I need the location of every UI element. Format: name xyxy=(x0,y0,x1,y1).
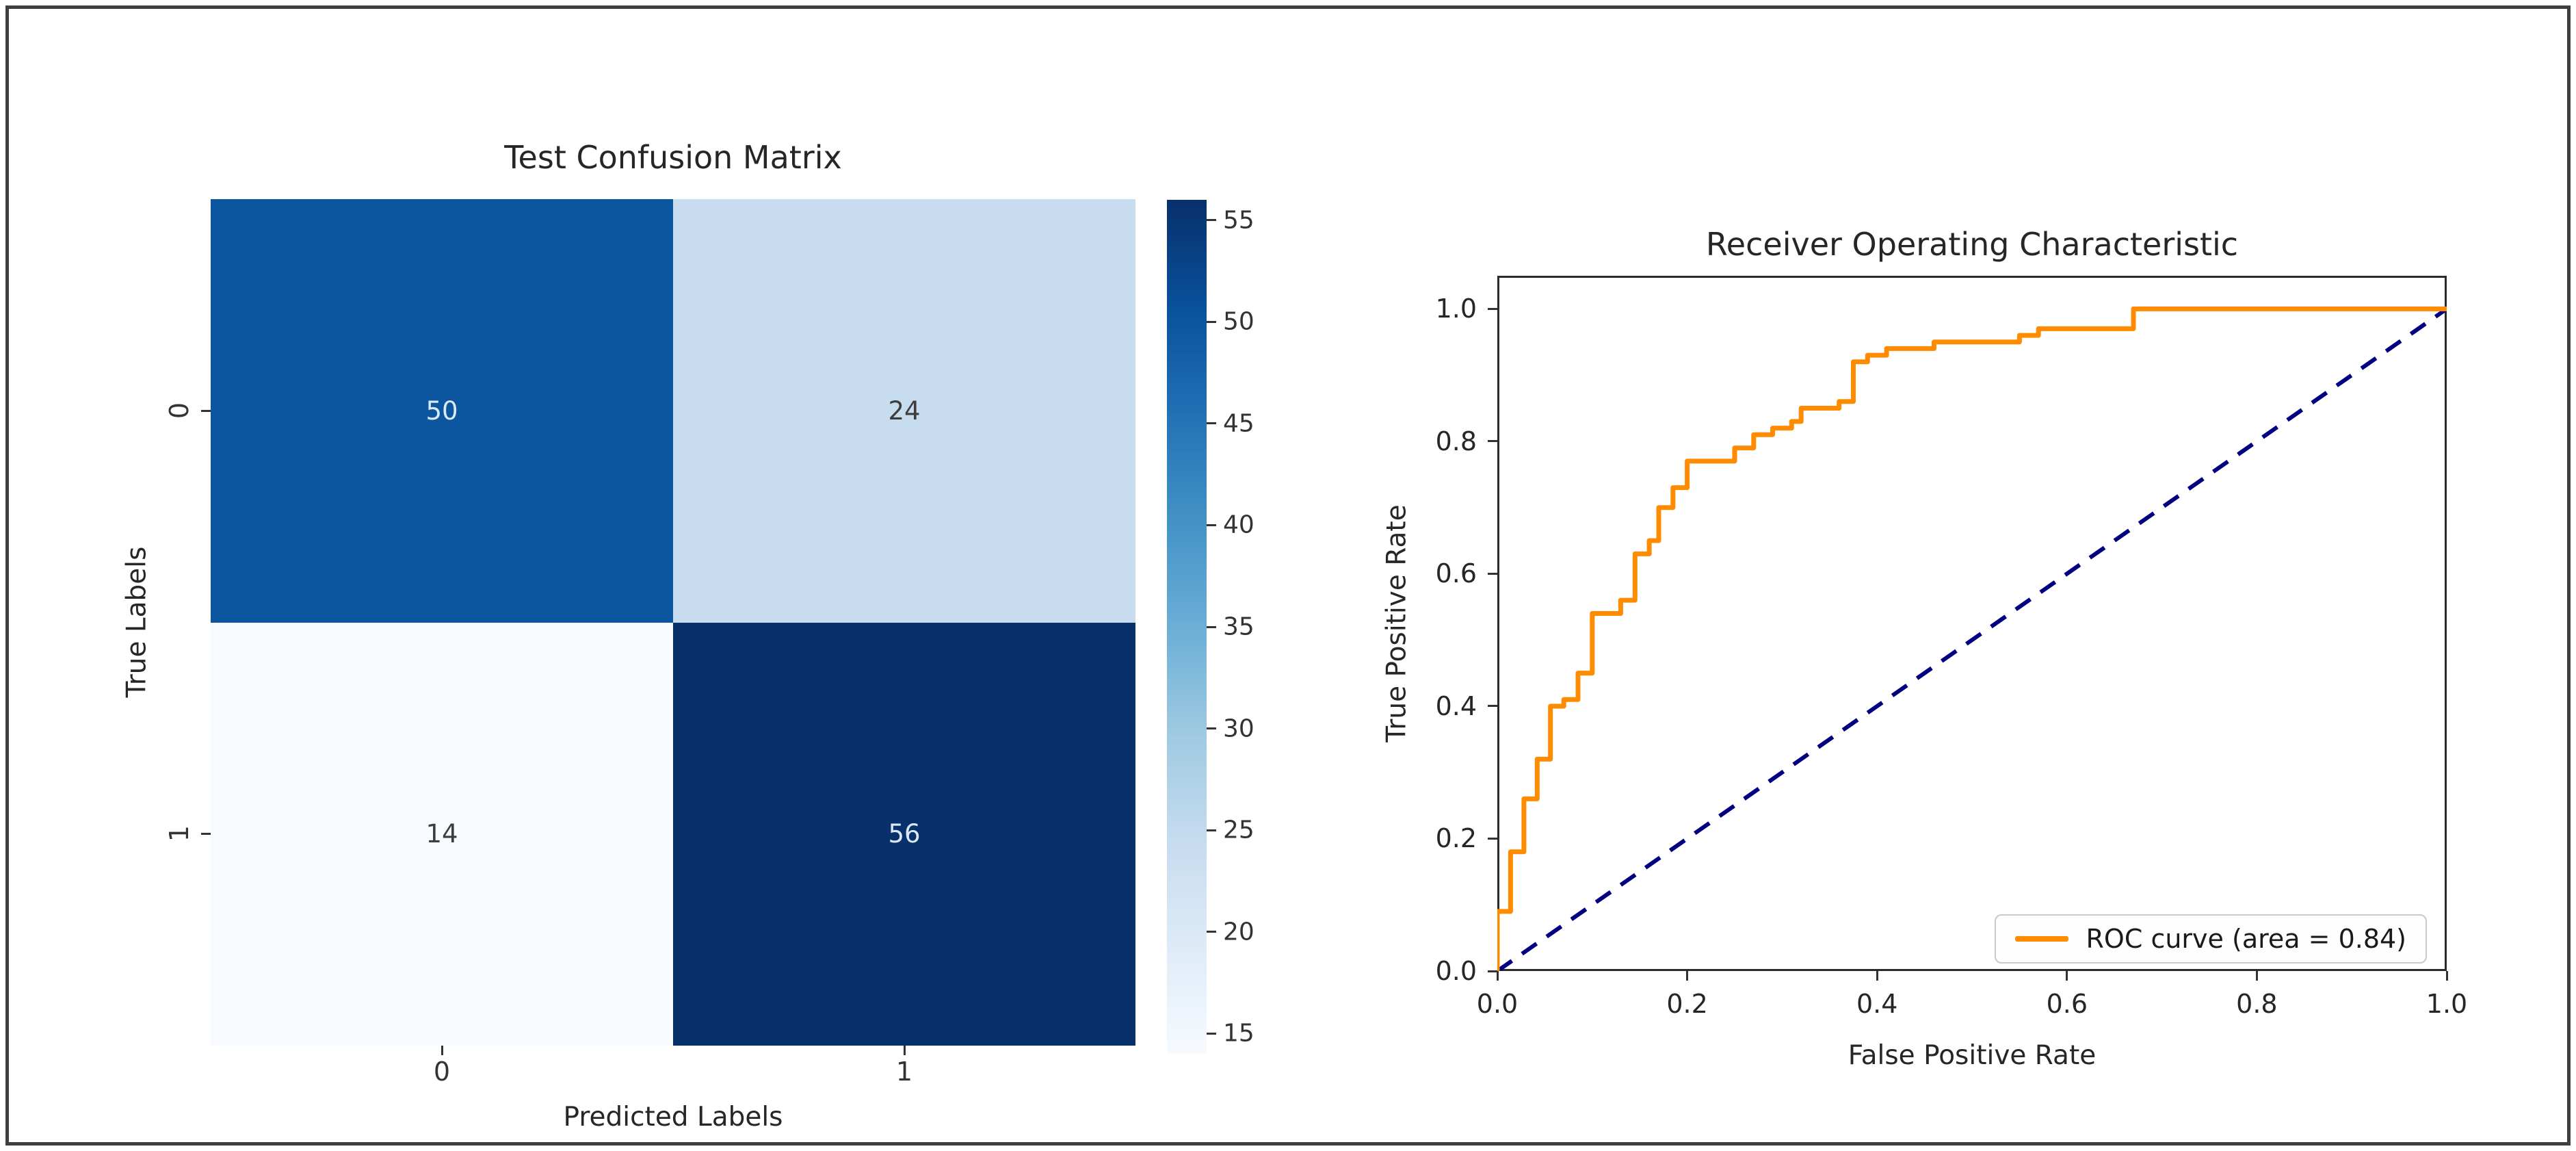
colorbar-tick-label: 40 xyxy=(1223,510,1254,539)
roc-xtick-mark xyxy=(2255,971,2258,981)
roc-xtick-label: 1.0 xyxy=(2426,989,2468,1019)
roc-xtick-label: 0.4 xyxy=(1856,989,1898,1019)
cm-ytick-mark-0 xyxy=(201,409,211,412)
cm-title: Test Confusion Matrix xyxy=(504,139,842,176)
cm-cell-value: 14 xyxy=(425,819,458,849)
roc-xaxis-label: False Positive Rate xyxy=(1848,1040,2097,1071)
colorbar-tick-mark xyxy=(1207,219,1216,222)
roc-legend-label: ROC curve (area = 0.84) xyxy=(2086,924,2406,954)
roc-xtick-mark xyxy=(1876,971,1878,981)
figure-border xyxy=(5,5,2571,1146)
roc-xtick-label: 0.0 xyxy=(1476,989,1519,1019)
colorbar-tick-label: 45 xyxy=(1223,409,1254,438)
cm-xaxis-label: Predicted Labels xyxy=(563,1102,783,1133)
cm-cell-value: 50 xyxy=(425,396,458,426)
roc-ytick-label: 0.0 xyxy=(1435,956,1477,986)
roc-ytick-mark xyxy=(1488,837,1497,840)
colorbar xyxy=(1167,200,1207,1054)
colorbar-tick-mark xyxy=(1207,320,1216,323)
roc-axes xyxy=(1497,276,2447,971)
colorbar-tick-label: 50 xyxy=(1223,307,1254,336)
colorbar-tick-mark xyxy=(1207,1032,1216,1035)
roc-legend-line-sample xyxy=(2014,936,2068,942)
roc-xtick-mark xyxy=(1496,971,1499,981)
roc-xtick-label: 0.6 xyxy=(2046,989,2088,1019)
cm-xtick-label-1: 1 xyxy=(895,1057,913,1087)
roc-ytick-label: 0.2 xyxy=(1435,823,1477,854)
roc-legend: ROC curve (area = 0.84) xyxy=(1994,914,2427,964)
colorbar-tick-label: 25 xyxy=(1223,816,1254,844)
colorbar-tick-mark xyxy=(1207,829,1216,831)
colorbar-tick-mark xyxy=(1207,727,1216,730)
cm-xtick-mark-0 xyxy=(441,1046,443,1055)
cm-cell-value: 24 xyxy=(888,396,921,426)
cm-cell-1-1: 56 xyxy=(673,622,1135,1046)
roc-ytick-mark xyxy=(1488,705,1497,708)
colorbar-tick-mark xyxy=(1207,422,1216,425)
roc-ytick-label: 1.0 xyxy=(1435,294,1477,324)
colorbar-tick-mark xyxy=(1207,931,1216,933)
cm-cell-0-0: 50 xyxy=(211,199,673,623)
colorbar-tick-label: 15 xyxy=(1223,1019,1254,1048)
colorbar-tick-label: 55 xyxy=(1223,206,1254,235)
cm-cell-1-0: 14 xyxy=(211,622,673,1046)
colorbar-tick-label: 20 xyxy=(1223,918,1254,946)
roc-plot-area xyxy=(1497,306,2447,971)
roc-ytick-label: 0.6 xyxy=(1435,558,1477,589)
roc-ytick-mark xyxy=(1488,970,1497,972)
colorbar-tick-mark xyxy=(1207,523,1216,526)
cm-ytick-mark-1 xyxy=(201,832,211,835)
colorbar-tick-label: 30 xyxy=(1223,714,1254,743)
roc-curve-line xyxy=(1497,306,2447,971)
roc-xtick-mark xyxy=(2445,971,2448,981)
roc-diagonal-line xyxy=(1497,307,2447,971)
colorbar-tick-mark xyxy=(1207,625,1216,628)
roc-title: Receiver Operating Characteristic xyxy=(1705,226,2239,263)
roc-ytick-mark xyxy=(1488,307,1497,310)
roc-xtick-label: 0.2 xyxy=(1666,989,1708,1019)
roc-ytick-label: 0.8 xyxy=(1435,426,1477,456)
roc-ytick-mark xyxy=(1488,440,1497,443)
roc-xtick-mark xyxy=(1686,971,1689,981)
cm-xtick-label-0: 0 xyxy=(433,1057,451,1087)
cm-cell-0-1: 24 xyxy=(673,199,1135,623)
cm-heatmap: 50 24 14 56 xyxy=(211,199,1135,1046)
roc-xtick-mark xyxy=(2066,971,2068,981)
roc-xtick-label: 0.8 xyxy=(2236,989,2278,1019)
roc-ytick-label: 0.4 xyxy=(1435,690,1477,721)
roc-ytick-mark xyxy=(1488,572,1497,575)
cm-xtick-mark-1 xyxy=(903,1046,906,1055)
colorbar-tick-label: 35 xyxy=(1223,612,1254,641)
cm-cell-value: 56 xyxy=(888,819,921,849)
